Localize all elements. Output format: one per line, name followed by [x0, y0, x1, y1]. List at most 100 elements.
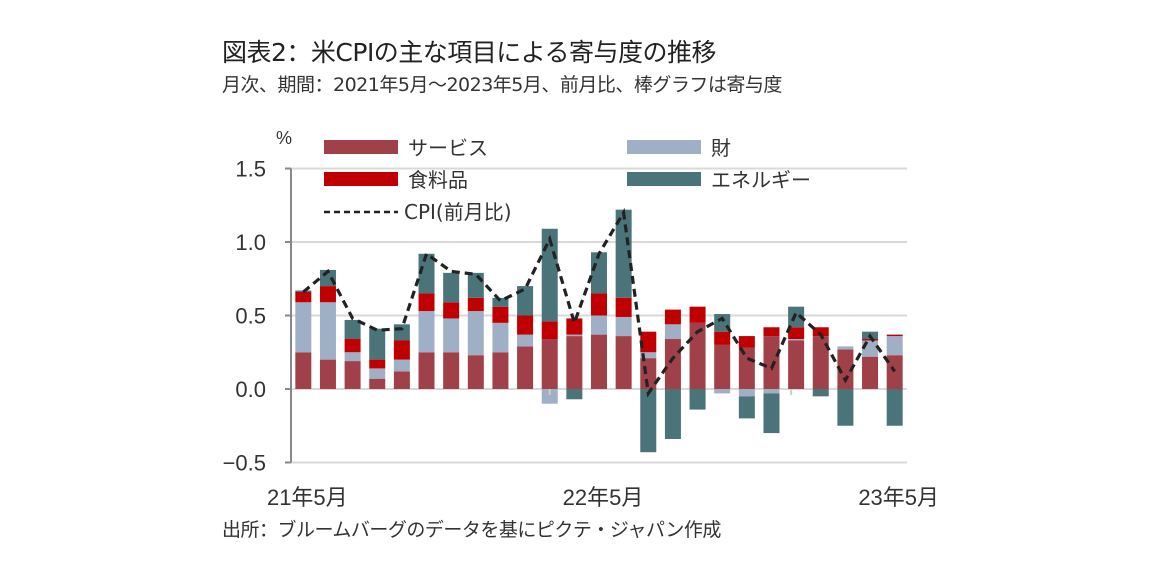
bar-segment-食料品	[319, 286, 336, 303]
bar-segment-食料品	[615, 297, 632, 317]
bar-segment-財	[714, 389, 731, 394]
bar-segment-財	[615, 316, 632, 337]
bar-segment-サービス	[393, 371, 410, 389]
bar-segment-エネルギー	[566, 389, 583, 400]
bar-segment-サービス	[664, 339, 681, 389]
bar-segment-サービス	[492, 352, 509, 389]
legend-swatch	[324, 140, 398, 154]
bar-segment-サービス	[369, 378, 386, 389]
y-tick-label: 0.5	[235, 304, 266, 329]
bar-segment-サービス	[418, 352, 435, 389]
y-axis: 1.5 1.0 0.5 0.0 −0.5	[223, 157, 292, 476]
y-tick-label: 1.0	[235, 230, 266, 255]
bar-segment-財	[763, 389, 780, 394]
bar-segment-財	[664, 324, 681, 340]
bar-segment-食料品	[689, 306, 706, 323]
bar-segment-財	[319, 302, 336, 360]
bar-segment-サービス	[763, 336, 780, 389]
bar-segment-サービス	[541, 339, 558, 389]
bar-segment-サービス	[591, 334, 607, 389]
bar-segment-サービス	[319, 359, 336, 389]
bar-segment-食料品	[664, 309, 681, 325]
source-note: 出所：ブルームバーグのデータを基にピクテ・ジャパン作成	[222, 519, 721, 541]
bar-segment-財	[369, 368, 386, 379]
bar-segment-食料品	[812, 327, 829, 337]
chart-title: 図表2：米CPIの主な項目による寄与度の推移	[222, 38, 717, 67]
bar-segment-サービス	[344, 361, 361, 389]
bar-segment-食料品	[738, 336, 755, 348]
bar-segment-エネルギー	[492, 297, 509, 307]
bar-segment-エネルギー	[369, 328, 386, 360]
bar-segment-食料品	[295, 291, 312, 303]
bar-segment-エネルギー	[886, 389, 903, 426]
bar-segment-エネルギー	[837, 389, 854, 426]
bar-segment-サービス	[812, 336, 829, 389]
bar-segment-財	[418, 311, 435, 353]
bar-segment-エネルギー	[640, 389, 657, 453]
bar-segment-食料品	[886, 334, 903, 337]
bar-segment-エネルギー	[763, 393, 780, 434]
y-tick-label: 0.0	[235, 377, 266, 402]
bar-segment-食料品	[566, 318, 583, 335]
x-tick-label: 23年5月	[858, 485, 939, 510]
bar-segment-エネルギー	[788, 306, 805, 328]
bar-segment-エネルギー	[393, 324, 410, 341]
bar-segment-サービス	[886, 355, 903, 389]
bar-segment-サービス	[689, 322, 706, 389]
legend-swatch	[627, 172, 701, 186]
bar-segment-サービス	[738, 347, 755, 389]
bar-segment-エネルギー	[812, 389, 829, 397]
bar-segment-サービス	[467, 355, 484, 389]
bar-segment-エネルギー	[517, 286, 534, 316]
y-tick-label: 1.5	[235, 157, 266, 182]
bar-segment-サービス	[443, 352, 460, 389]
gridlines	[291, 167, 907, 464]
bar-segment-財	[295, 302, 312, 353]
bar-segment-エネルギー	[689, 389, 706, 410]
legend-label: CPI(前月比)	[404, 200, 512, 224]
bar-segment-エネルギー	[443, 272, 460, 303]
y-tick-label: −0.5	[223, 451, 266, 476]
bar-segment-財	[566, 334, 583, 337]
bar-segment-食料品	[443, 302, 460, 319]
bar-segment-財	[492, 322, 509, 353]
legend-label: サービス	[408, 136, 488, 160]
bar-segment-食料品	[418, 293, 435, 312]
cpi-line	[302, 207, 897, 398]
bar-segment-サービス	[640, 358, 657, 389]
x-tick-label: 22年5月	[563, 485, 644, 510]
bar-segment-食料品	[517, 315, 534, 335]
bar-segment-サービス	[862, 356, 879, 389]
bar-segment-財	[344, 352, 361, 362]
bar-segment-食料品	[369, 359, 386, 369]
bar-segment-財	[393, 359, 410, 372]
bar-segment-サービス	[837, 349, 854, 389]
chart-subtitle: 月次、期間：2021年5月～2023年5月、前月比、棒グラフは寄与度	[222, 74, 782, 96]
legend-label: 財	[711, 136, 731, 160]
bar-segment-エネルギー	[418, 253, 435, 294]
y-unit-label: %	[276, 128, 292, 148]
bar-segment-食料品	[541, 321, 558, 340]
bar-segment-食料品	[492, 306, 509, 323]
bar-segment-財	[591, 315, 607, 335]
bar-segment-食料品	[640, 331, 657, 353]
legend-label: エネルギー	[711, 168, 811, 192]
bar-segment-食料品	[862, 339, 879, 341]
x-axis: 21年5月 22年5月 23年5月	[267, 389, 939, 510]
legend-swatch	[627, 140, 701, 154]
bar-segment-サービス	[517, 346, 534, 389]
bar-segment-食料品	[788, 327, 805, 340]
bar-segment-財	[788, 339, 805, 341]
bar-segment-サービス	[295, 352, 312, 389]
bar-segment-サービス	[615, 336, 632, 389]
x-tick-label: 21年5月	[267, 485, 348, 510]
bar-segment-財	[640, 352, 657, 359]
legend-swatch	[324, 172, 398, 186]
bar-segment-財	[443, 318, 460, 353]
bar-segment-食料品	[714, 331, 731, 345]
bar-segment-サービス	[714, 344, 731, 389]
bar-segment-エネルギー	[467, 272, 484, 298]
bar-segment-財	[467, 311, 484, 356]
